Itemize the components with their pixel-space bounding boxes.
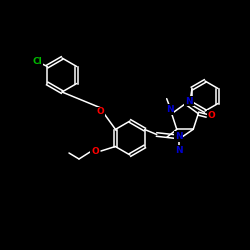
Text: O: O [96,108,104,116]
Text: N: N [185,96,193,106]
Text: Cl: Cl [32,57,42,66]
Text: O: O [208,111,215,120]
Text: N: N [175,132,182,141]
Text: N: N [166,105,173,114]
Text: N: N [175,146,182,155]
Text: O: O [91,148,99,156]
